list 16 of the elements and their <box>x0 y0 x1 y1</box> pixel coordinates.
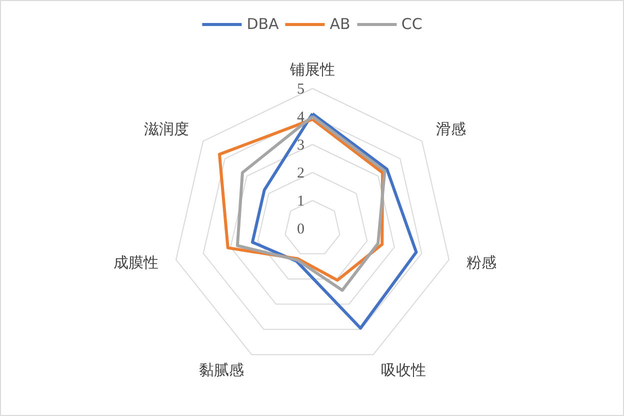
y-tick-label: 1 <box>297 194 304 210</box>
spoke-label: 滑感 <box>436 120 466 138</box>
y-tick-label: 3 <box>297 138 304 154</box>
spoke-label: 粉感 <box>466 254 497 272</box>
spoke-label: 吸收性 <box>381 362 426 380</box>
spoke-label: 铺展性 <box>289 61 335 78</box>
y-tick-label: 2 <box>297 166 304 182</box>
legend-label: DBA <box>246 15 279 33</box>
y-tick-label: 4 <box>297 110 305 126</box>
legend-label: CC <box>401 15 422 33</box>
spoke-label: 成膜性 <box>113 254 158 272</box>
legend-label: AB <box>330 15 350 33</box>
y-tick-label: 5 <box>297 82 304 98</box>
spoke-label: 黏腻感 <box>198 362 244 380</box>
spoke-label: 滋润度 <box>144 120 189 138</box>
y-tick-label: 0 <box>297 222 304 238</box>
